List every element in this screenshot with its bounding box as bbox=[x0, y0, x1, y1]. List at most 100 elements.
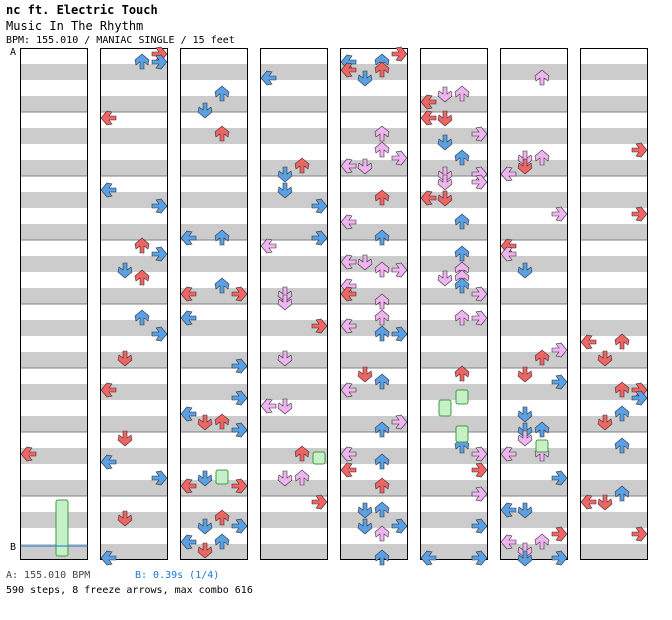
up-arrow-icon bbox=[454, 213, 470, 230]
left-arrow-icon bbox=[420, 190, 437, 206]
up-arrow-icon bbox=[614, 333, 630, 350]
up-arrow-icon bbox=[374, 549, 390, 566]
left-arrow-icon bbox=[340, 446, 357, 462]
right-arrow-icon bbox=[231, 422, 248, 438]
up-arrow-icon bbox=[134, 269, 150, 286]
stepchart-column-4 bbox=[260, 48, 328, 560]
left-arrow-icon bbox=[340, 318, 357, 334]
right-arrow-icon bbox=[231, 390, 248, 406]
down-arrow-icon bbox=[277, 166, 293, 183]
up-arrow-icon bbox=[374, 309, 390, 326]
down-arrow-icon bbox=[597, 414, 613, 431]
right-arrow-icon bbox=[391, 326, 408, 342]
right-arrow-icon bbox=[391, 150, 408, 166]
right-arrow-icon bbox=[471, 518, 488, 534]
up-arrow-icon bbox=[214, 413, 230, 430]
right-arrow-icon bbox=[551, 206, 568, 222]
down-arrow-icon bbox=[517, 406, 533, 423]
left-arrow-icon bbox=[500, 246, 517, 262]
up-arrow-icon bbox=[534, 349, 550, 366]
right-arrow-icon bbox=[151, 246, 168, 262]
freeze-arrow-icon bbox=[455, 389, 469, 405]
right-arrow-icon bbox=[631, 206, 648, 222]
right-arrow-icon bbox=[391, 518, 408, 534]
stepchart-column-6 bbox=[420, 48, 488, 566]
down-arrow-icon bbox=[517, 158, 533, 175]
marker-a-readout: A: 155.010 BPM bbox=[6, 570, 91, 581]
right-arrow-icon bbox=[471, 486, 488, 502]
left-arrow-icon bbox=[260, 238, 277, 254]
up-arrow-icon bbox=[454, 365, 470, 382]
up-arrow-icon bbox=[214, 85, 230, 102]
left-arrow-icon bbox=[180, 534, 197, 550]
right-arrow-icon bbox=[551, 374, 568, 390]
stepchart-column-3 bbox=[180, 48, 248, 560]
freeze-arrow-icon bbox=[455, 425, 469, 443]
right-arrow-icon bbox=[391, 262, 408, 278]
down-arrow-icon bbox=[357, 502, 373, 519]
right-arrow-icon bbox=[471, 286, 488, 302]
stepchart-column-5 bbox=[340, 46, 408, 566]
freeze-arrow-icon bbox=[55, 499, 69, 557]
left-arrow-icon bbox=[100, 110, 117, 126]
down-arrow-icon bbox=[517, 502, 533, 519]
down-arrow-icon bbox=[517, 550, 533, 567]
left-arrow-icon bbox=[500, 446, 517, 462]
left-arrow-icon bbox=[580, 494, 597, 510]
marker-b-label: B bbox=[10, 542, 17, 553]
down-arrow-icon bbox=[277, 182, 293, 199]
left-arrow-icon bbox=[420, 94, 437, 110]
left-arrow-icon bbox=[500, 502, 517, 518]
down-arrow-icon bbox=[197, 414, 213, 431]
right-arrow-icon bbox=[471, 446, 488, 462]
left-arrow-icon bbox=[180, 230, 197, 246]
right-arrow-icon bbox=[391, 46, 408, 62]
up-arrow-icon bbox=[374, 325, 390, 342]
right-arrow-icon bbox=[471, 174, 488, 190]
stepchart-column-8 bbox=[580, 48, 648, 560]
up-arrow-icon bbox=[294, 445, 310, 462]
up-arrow-icon bbox=[534, 421, 550, 438]
up-arrow-icon bbox=[374, 421, 390, 438]
left-arrow-icon bbox=[340, 62, 357, 78]
down-arrow-icon bbox=[517, 262, 533, 279]
up-arrow-icon bbox=[454, 277, 470, 294]
up-arrow-icon bbox=[454, 245, 470, 262]
up-arrow-icon bbox=[134, 53, 150, 70]
right-arrow-icon bbox=[311, 198, 328, 214]
stepchart-column-2 bbox=[100, 46, 168, 566]
stepchart-column-1 bbox=[20, 48, 88, 560]
down-arrow-icon bbox=[117, 350, 133, 367]
left-arrow-icon bbox=[100, 454, 117, 470]
up-arrow-icon bbox=[614, 381, 630, 398]
right-arrow-icon bbox=[151, 198, 168, 214]
down-arrow-icon bbox=[117, 262, 133, 279]
left-arrow-icon bbox=[340, 214, 357, 230]
down-arrow-icon bbox=[357, 366, 373, 383]
song-artist: nc ft. Electric Touch bbox=[6, 3, 158, 17]
down-arrow-icon bbox=[117, 430, 133, 447]
right-arrow-icon bbox=[151, 326, 168, 342]
left-arrow-icon bbox=[100, 182, 117, 198]
right-arrow-icon bbox=[231, 286, 248, 302]
left-arrow-icon bbox=[420, 550, 437, 566]
up-arrow-icon bbox=[374, 525, 390, 542]
left-arrow-icon bbox=[580, 334, 597, 350]
right-arrow-icon bbox=[551, 526, 568, 542]
down-arrow-icon bbox=[197, 470, 213, 487]
marker-a-label: A bbox=[10, 47, 17, 58]
right-arrow-icon bbox=[551, 470, 568, 486]
left-arrow-icon bbox=[500, 534, 517, 550]
down-arrow-icon bbox=[357, 254, 373, 271]
freeze-arrow-icon bbox=[438, 399, 452, 417]
up-arrow-icon bbox=[374, 293, 390, 310]
up-arrow-icon bbox=[134, 309, 150, 326]
right-arrow-icon bbox=[311, 494, 328, 510]
up-arrow-icon bbox=[454, 309, 470, 326]
up-arrow-icon bbox=[214, 277, 230, 294]
up-arrow-icon bbox=[214, 533, 230, 550]
up-arrow-icon bbox=[374, 125, 390, 142]
up-arrow-icon bbox=[374, 477, 390, 494]
up-arrow-icon bbox=[614, 437, 630, 454]
